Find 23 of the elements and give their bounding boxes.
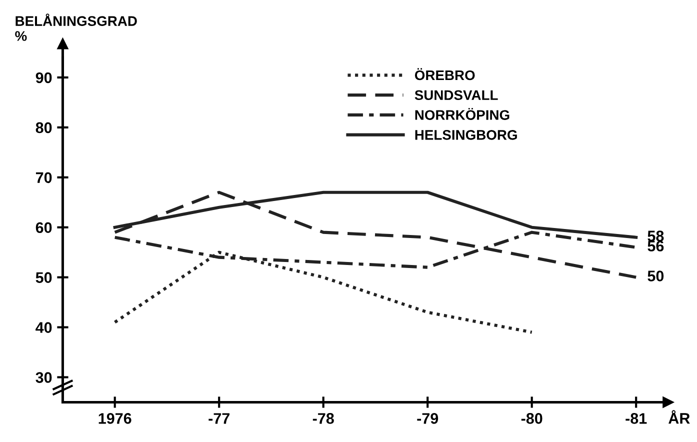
line-series (113, 190, 638, 279)
legend-label: ÖREBRO (414, 68, 475, 80)
legend-label: NORRKÖPING (415, 108, 510, 120)
x-tick-label: 1976 (98, 413, 132, 424)
y-tick-label: 80 (36, 122, 52, 134)
y-tick-label: 70 (36, 172, 52, 184)
legend-label: HELSINGBORG (415, 130, 517, 140)
annotation: 58 (648, 230, 664, 242)
y-tick-label: 50 (36, 272, 52, 283)
x-tick-label: -81 (626, 413, 647, 424)
annotation: 50 (648, 270, 664, 282)
y-tick-label: 90 (36, 72, 52, 84)
legend-label: SUNDSVALL (414, 90, 498, 100)
x-tick-label: -80 (521, 413, 542, 424)
x-axis-title: ÅR (668, 410, 690, 424)
x-tick-label: -78 (312, 413, 334, 424)
y-axis-title: BELÅNINGSGRAD % (15, 14, 137, 41)
x-tick-label: -77 (208, 413, 230, 424)
x-tick-label: -79 (417, 413, 438, 424)
y-tick-label: 40 (36, 322, 52, 333)
y-tick-label: 60 (36, 222, 52, 234)
annotation: 56 (648, 240, 664, 252)
y-tick-label: 30 (36, 372, 52, 383)
